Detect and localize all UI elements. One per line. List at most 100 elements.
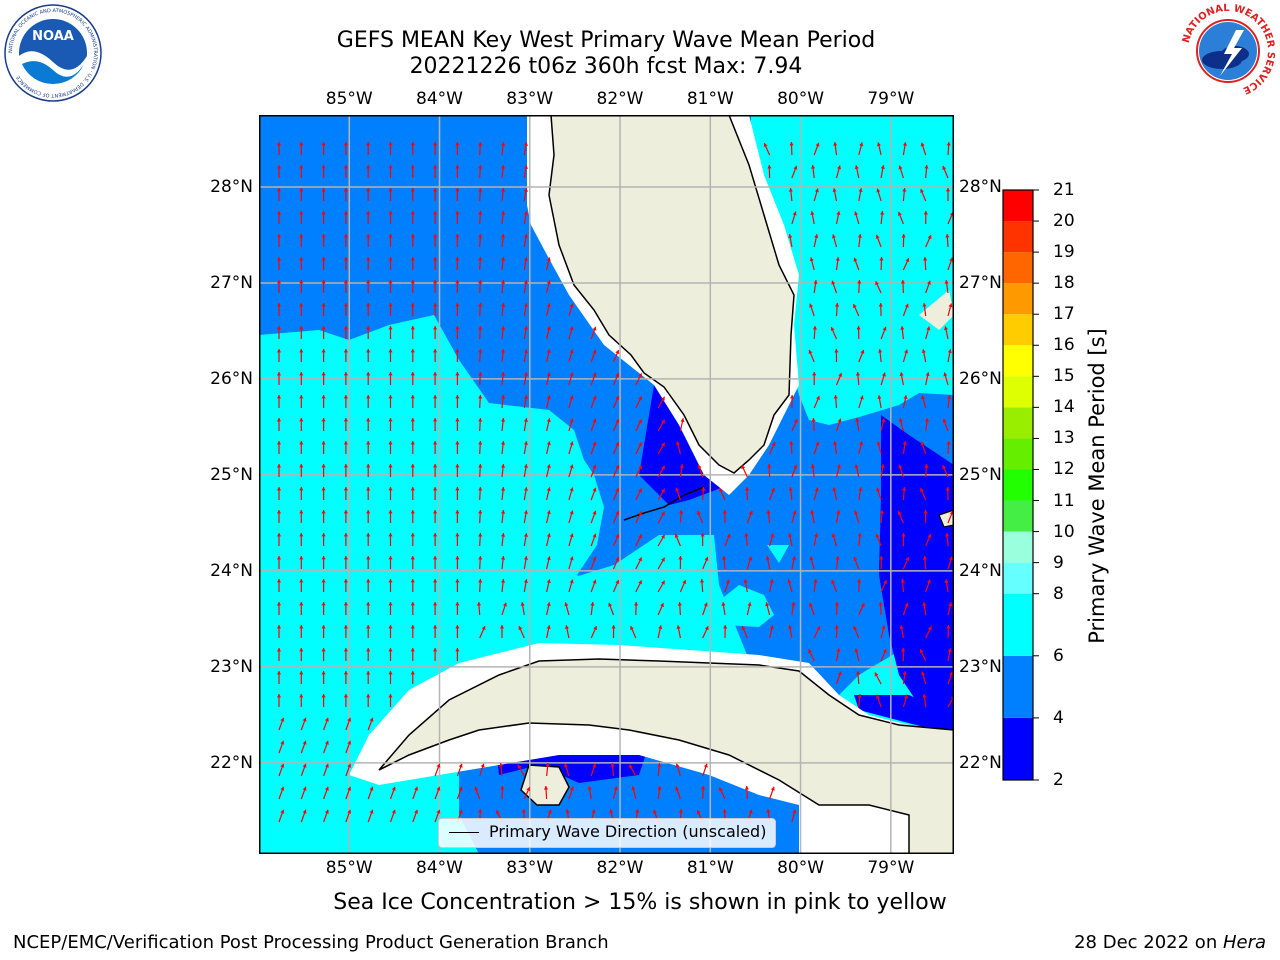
band-2-4-area — [854, 695, 954, 735]
wave-arrow-head — [741, 626, 746, 630]
wave-arrow-head — [592, 464, 597, 469]
wave-arrow-head — [661, 396, 665, 401]
wave-arrow-head — [478, 165, 483, 169]
wave-arrow-head — [722, 556, 727, 560]
wave-arrow-head — [546, 533, 551, 538]
wave-arrow-head — [299, 602, 304, 606]
colorbar-tick-label: 18 — [1053, 273, 1075, 294]
wave-arrow-head — [723, 625, 728, 629]
wave-arrow-head — [809, 556, 814, 561]
wave-arrow-head — [788, 625, 793, 629]
wave-arrow-head — [299, 142, 304, 146]
wave-arrow-head — [388, 211, 393, 215]
wave-arrow-head — [276, 602, 282, 606]
colorbar-tick-label: 15 — [1053, 366, 1075, 387]
wave-arrow-head — [854, 648, 859, 653]
wave-arrow-head — [900, 280, 906, 284]
wave-arrow-head — [769, 579, 774, 584]
wave-arrow-head — [721, 602, 726, 606]
wave-arrow-head — [743, 579, 748, 583]
wave-arrow-head — [410, 349, 415, 353]
wave-arrow-head — [831, 280, 836, 285]
wave-arrow-head — [501, 142, 506, 146]
wave-arrow-head — [410, 487, 415, 491]
wave-arrow-head — [366, 349, 371, 353]
wave-arrow-head — [388, 188, 393, 192]
wave-arrow-head — [697, 464, 702, 469]
chart-title: GEFS MEAN Key West Primary Wave Mean Per… — [336, 28, 876, 53]
wave-arrow-head — [543, 786, 549, 790]
wave-arrow-head — [343, 625, 348, 629]
wave-arrow-head — [788, 234, 793, 238]
wave-arrow-head — [878, 602, 883, 606]
wave-arrow-head — [592, 441, 597, 446]
andros-land — [919, 290, 954, 330]
wave-arrow-head — [898, 464, 903, 469]
wave-arrow-head — [523, 349, 528, 353]
wave-arrow-head — [638, 419, 642, 424]
wave-arrow-head — [498, 763, 504, 767]
map-frame — [259, 115, 954, 854]
wave-arrow-head — [478, 142, 483, 146]
band-6-8-islet — [714, 585, 774, 627]
wave-arrow-head — [771, 487, 775, 492]
wave-arrow-head — [856, 671, 861, 675]
axis-tick-label: 80°W — [777, 858, 825, 878]
wave-arrow-head — [833, 395, 838, 399]
axis-tick-label: 81°W — [686, 858, 734, 878]
wave-arrow-head — [478, 579, 483, 583]
wave-arrow-head — [455, 625, 460, 629]
wave-arrow-head — [343, 487, 348, 491]
wave-arrow-head — [898, 418, 903, 423]
wave-arrow-head — [569, 349, 574, 354]
axis-tick-label: 25°N — [210, 464, 253, 485]
wave-arrow-head — [388, 372, 393, 376]
wave-arrow-head — [882, 326, 887, 331]
wave-arrow-head — [321, 648, 326, 652]
wave-arrow-head — [343, 418, 348, 422]
wave-arrow-head — [388, 602, 393, 606]
wave-arrow-head — [744, 487, 750, 491]
footer-date: 28 Dec 2022 on Hera — [1074, 932, 1266, 953]
wave-arrow-head — [631, 786, 636, 791]
wave-arrow-head — [922, 556, 928, 560]
wave-arrow-head — [592, 556, 597, 561]
wave-arrow-head — [635, 809, 640, 813]
wave-arrow-head — [388, 579, 393, 583]
wave-arrow-head — [433, 533, 438, 537]
wave-arrow-head — [343, 257, 348, 261]
wave-arrow-head — [321, 165, 326, 169]
legend-line-icon — [449, 832, 479, 833]
wave-arrow-head — [927, 534, 932, 538]
wave-arrow-head — [321, 671, 326, 675]
wave-arrow-head — [523, 464, 528, 468]
wave-arrow-head — [546, 349, 551, 354]
wave-arrow-head — [565, 809, 570, 813]
wave-arrow-head — [478, 510, 483, 514]
wave-arrow-head — [945, 487, 950, 491]
wave-arrow-head — [638, 534, 642, 539]
wave-arrow-head — [474, 786, 479, 791]
wave-arrow-head — [321, 303, 326, 307]
wave-arrow-head — [679, 464, 684, 468]
wave-arrow-head — [388, 142, 393, 146]
wave-arrow-head — [299, 349, 304, 353]
wave-arrow-head — [874, 672, 879, 677]
wave-arrow-head — [501, 441, 506, 445]
bahamas-land — [938, 509, 954, 528]
wave-arrow-head — [324, 786, 329, 791]
wave-arrow-head — [276, 257, 282, 261]
wave-arrow-head — [857, 579, 862, 583]
wave-arrow-head — [391, 786, 396, 791]
wave-arrow-head — [946, 142, 951, 146]
wave-arrow-head — [410, 303, 415, 307]
axis-tick-label: 26°N — [959, 368, 1002, 389]
wave-arrow-head — [835, 556, 840, 560]
wave-arrow-head — [767, 165, 772, 169]
wave-arrow-head — [748, 556, 753, 561]
colorbar-band — [1003, 717, 1033, 780]
wave-arrow-head — [923, 211, 928, 215]
wave-arrow-head — [321, 142, 326, 146]
wave-arrow-head — [455, 648, 460, 652]
wave-arrow-head — [609, 809, 614, 814]
